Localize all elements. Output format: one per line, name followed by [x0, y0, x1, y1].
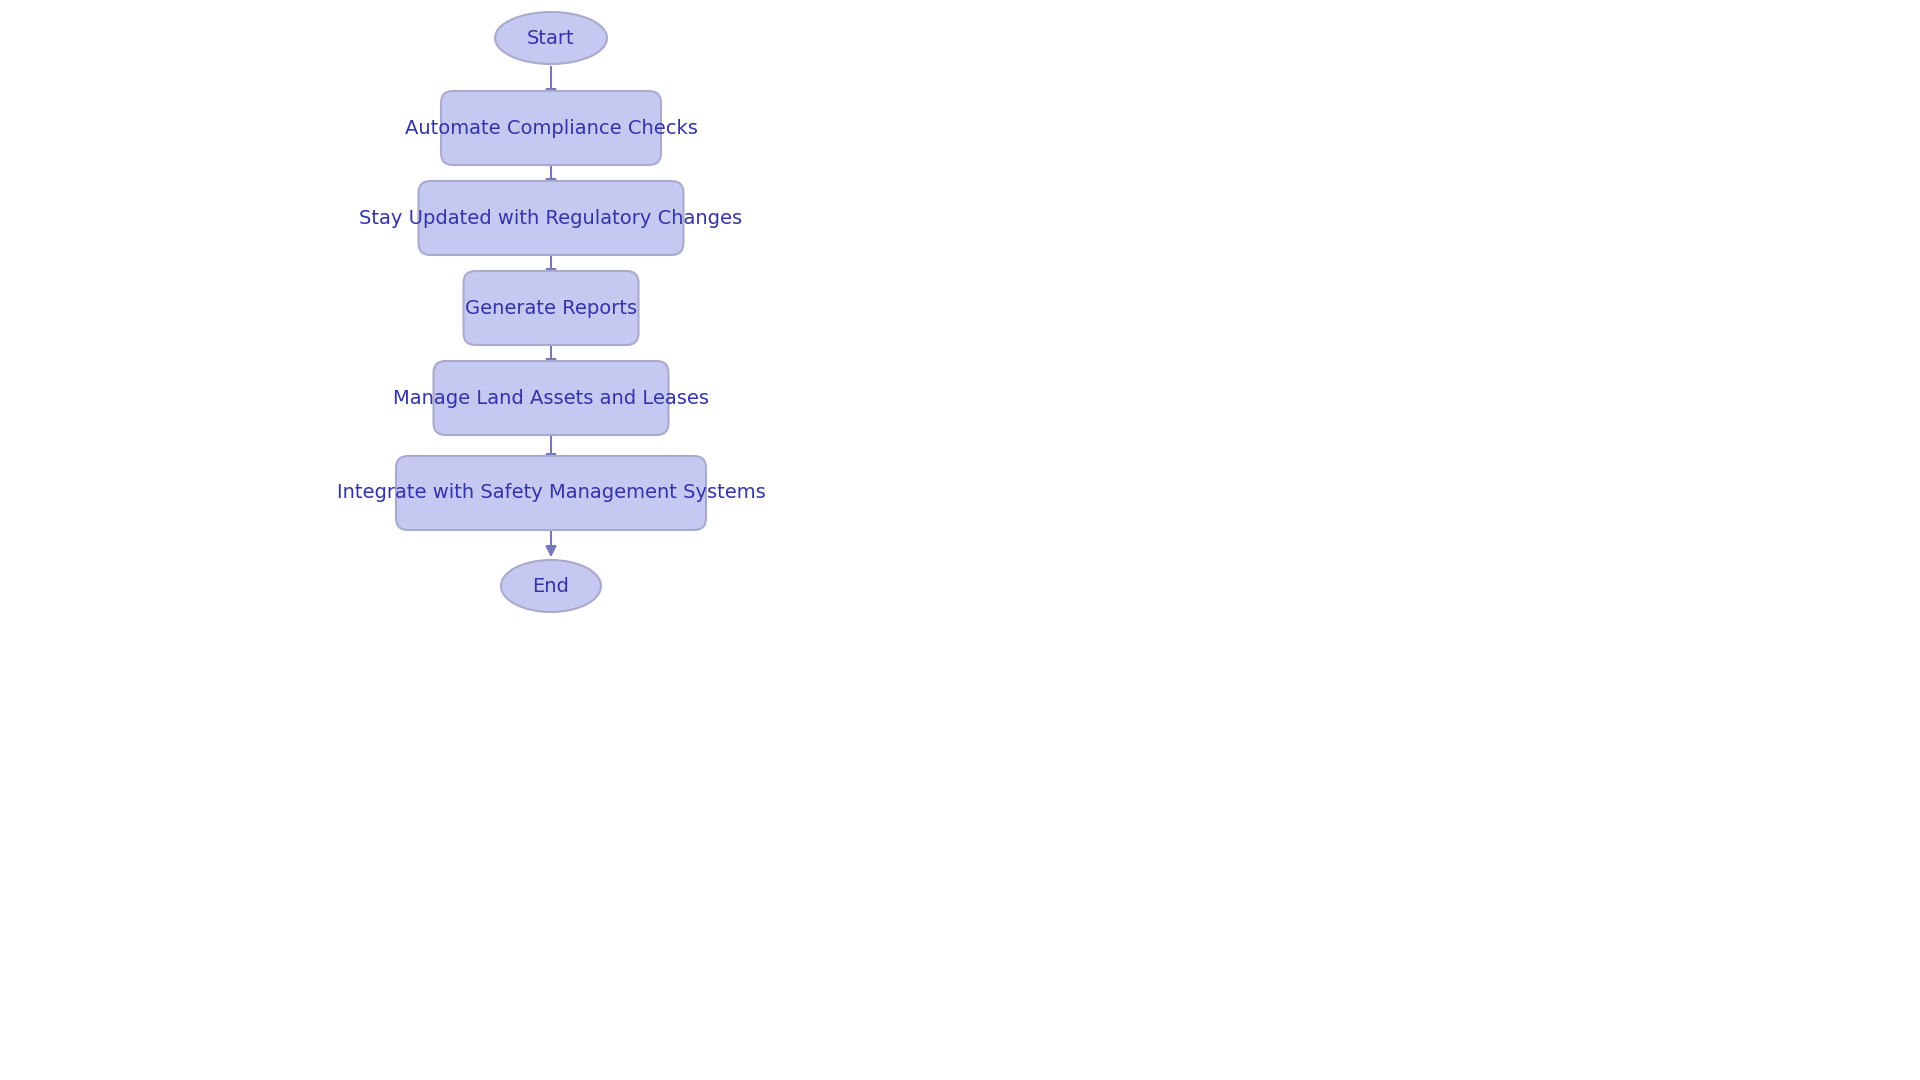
Ellipse shape — [495, 12, 607, 64]
Text: Generate Reports: Generate Reports — [465, 298, 637, 318]
Ellipse shape — [501, 561, 601, 612]
FancyBboxPatch shape — [442, 91, 660, 165]
Text: End: End — [532, 577, 570, 595]
Text: Automate Compliance Checks: Automate Compliance Checks — [405, 119, 697, 137]
FancyBboxPatch shape — [463, 271, 639, 345]
FancyBboxPatch shape — [434, 361, 668, 435]
Text: Manage Land Assets and Leases: Manage Land Assets and Leases — [394, 389, 708, 407]
FancyBboxPatch shape — [396, 456, 707, 530]
Text: Start: Start — [528, 28, 574, 48]
FancyBboxPatch shape — [419, 181, 684, 255]
Text: Stay Updated with Regulatory Changes: Stay Updated with Regulatory Changes — [359, 208, 743, 228]
Text: Integrate with Safety Management Systems: Integrate with Safety Management Systems — [336, 484, 766, 502]
